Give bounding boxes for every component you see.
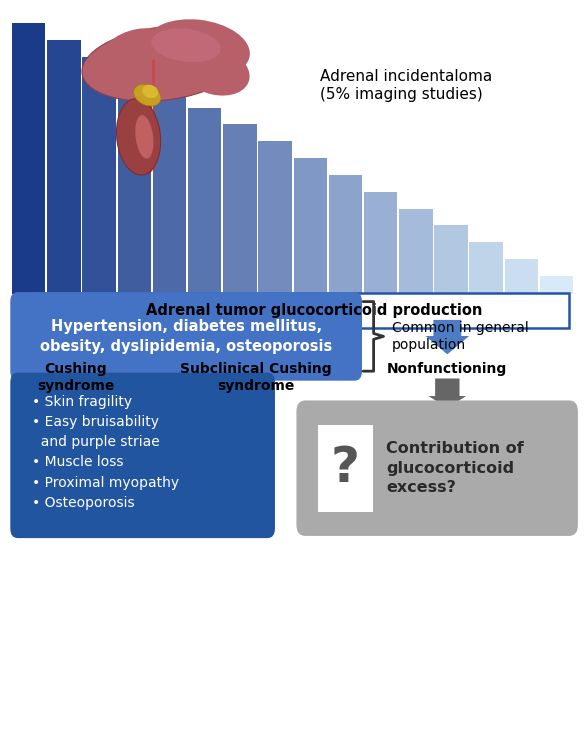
Text: Adrenal tumor glucocorticoid production: Adrenal tumor glucocorticoid production [146, 303, 482, 318]
Ellipse shape [135, 115, 153, 159]
Bar [258, 141, 292, 294]
Text: ?: ? [331, 444, 360, 492]
Bar [318, 425, 373, 512]
Ellipse shape [99, 28, 180, 85]
Polygon shape [429, 379, 466, 408]
Text: Adrenal incidentaloma
(5% imaging studies): Adrenal incidentaloma (5% imaging studie… [320, 69, 492, 102]
Bar [47, 40, 81, 294]
Ellipse shape [116, 98, 161, 175]
Ellipse shape [133, 85, 161, 106]
Text: Contribution of
glucocorticoid
excess?: Contribution of glucocorticoid excess? [386, 442, 524, 495]
Ellipse shape [82, 26, 244, 101]
Text: Hypertension, diabetes mellitus,
obesity, dyslipidemia, osteoporosis: Hypertension, diabetes mellitus, obesity… [40, 319, 332, 354]
Bar [293, 158, 327, 294]
Ellipse shape [152, 29, 221, 62]
FancyBboxPatch shape [11, 373, 275, 538]
Bar [82, 57, 116, 294]
FancyBboxPatch shape [11, 292, 362, 381]
Bar [469, 243, 503, 294]
Bar [329, 175, 362, 294]
Bar [540, 276, 573, 294]
Polygon shape [426, 320, 469, 354]
Bar [505, 259, 538, 294]
Bar [399, 209, 433, 294]
Ellipse shape [146, 19, 250, 79]
Bar [118, 74, 151, 294]
Text: Subclinical Cushing
syndrome: Subclinical Cushing syndrome [180, 362, 332, 393]
Text: Cushing
syndrome: Cushing syndrome [37, 362, 115, 393]
Polygon shape [234, 320, 278, 354]
Polygon shape [32, 293, 58, 328]
Text: Nonfunctioning: Nonfunctioning [387, 362, 507, 376]
FancyBboxPatch shape [296, 401, 578, 536]
Bar [188, 107, 222, 294]
Polygon shape [54, 320, 98, 354]
Bar [223, 124, 256, 294]
Text: • Skin fragility
• Easy bruisability
  and purple striae
• Muscle loss
• Proxima: • Skin fragility • Easy bruisability and… [32, 395, 179, 509]
FancyBboxPatch shape [32, 293, 569, 328]
Ellipse shape [181, 46, 250, 96]
Bar [435, 226, 467, 294]
Ellipse shape [142, 85, 158, 98]
Bar [12, 24, 45, 294]
Text: Common in general
population: Common in general population [392, 320, 529, 352]
Bar [153, 90, 186, 294]
Bar [364, 192, 397, 294]
